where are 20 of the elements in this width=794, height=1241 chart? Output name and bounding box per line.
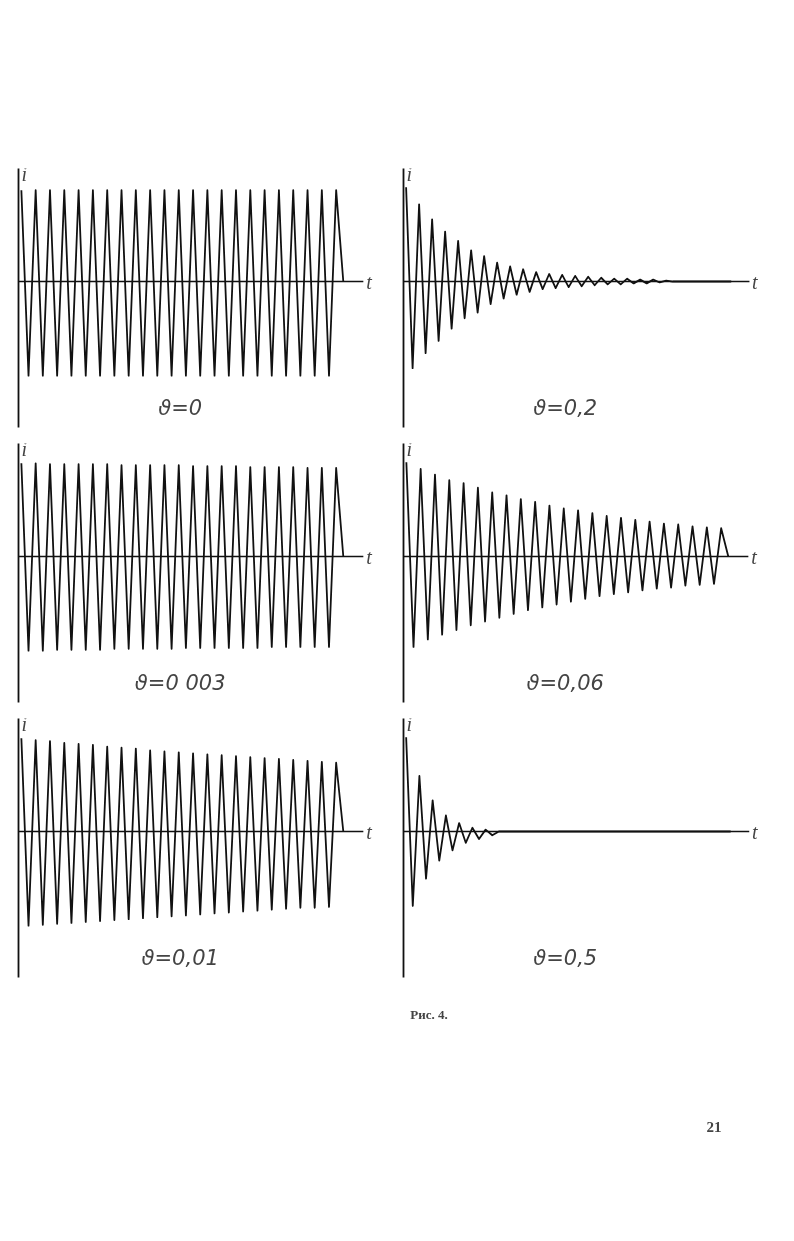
- y-axis-title: i: [406, 438, 413, 461]
- text: Рис. 4.: [410, 1007, 448, 1022]
- text: ϑ=0,5: [533, 945, 598, 970]
- text: 21: [706, 1118, 722, 1135]
- y-axis-title: i: [406, 713, 413, 736]
- text: ϑ=0: [158, 395, 203, 420]
- x-axis-title: t: [366, 270, 373, 293]
- y-axis-title: i: [21, 713, 28, 736]
- text: ϑ=0 003: [134, 670, 226, 695]
- x-axis-title: t: [366, 820, 373, 843]
- x-axis-title: t: [752, 270, 759, 293]
- text: ϑ=0,06: [526, 670, 604, 695]
- text: ϑ=0,01: [141, 945, 219, 970]
- y-axis-title: i: [406, 163, 413, 186]
- y-axis-title: i: [21, 163, 28, 186]
- y-axis-title: i: [21, 438, 28, 461]
- text: ϑ=0,2: [533, 395, 598, 420]
- x-axis-title: t: [751, 820, 758, 843]
- x-axis-title: t: [366, 545, 373, 568]
- x-axis-title: t: [751, 545, 758, 568]
